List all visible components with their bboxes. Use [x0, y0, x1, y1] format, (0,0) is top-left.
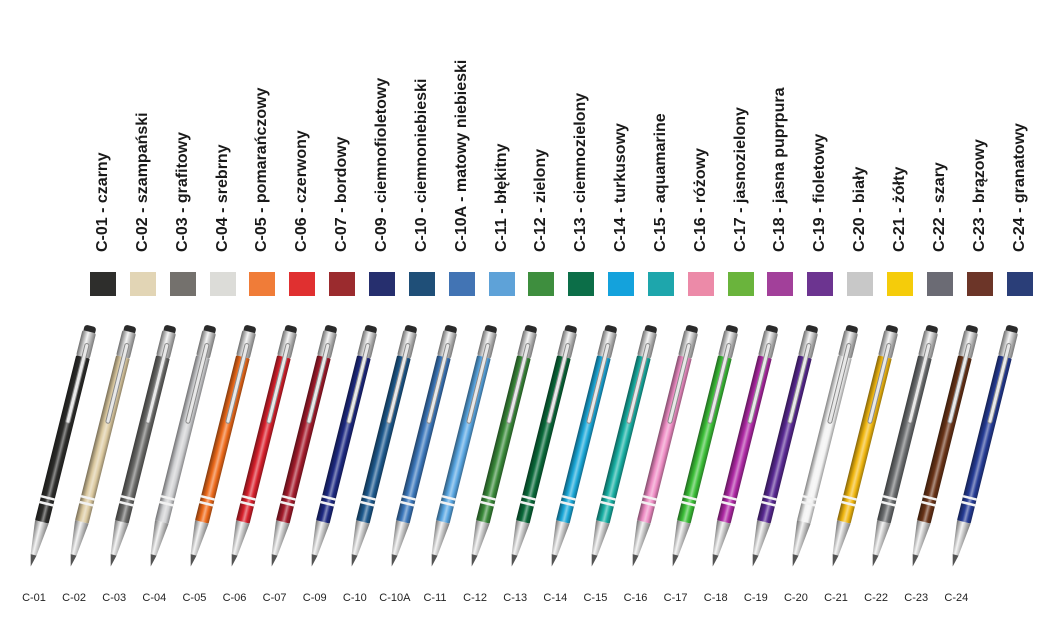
pen-code-label: C-23 [904, 592, 929, 604]
pen-code-label: C-02 [62, 592, 87, 604]
pen-code-label: C-03 [102, 592, 127, 604]
color-swatch [687, 272, 714, 296]
color-label: C-20 - biały [851, 166, 869, 252]
pen-image [712, 325, 778, 567]
color-swatch [249, 272, 276, 296]
pen-image [952, 325, 1019, 567]
color-label: C-11 - błękitny [492, 143, 510, 252]
color-label: C-01 - czarny [94, 152, 111, 252]
color-label: C-18 - jasna puprpura [771, 87, 789, 252]
pen-code-label: C-20 [783, 592, 808, 604]
color-label: C-17 - jasnozielony [731, 107, 749, 252]
pen-code-label: C-19 [743, 592, 768, 604]
color-label: C-12 - zielony [532, 148, 550, 252]
pen-code-label: C-22 [864, 592, 889, 604]
pen-image [311, 325, 377, 567]
pen-code-label: C-18 [703, 592, 728, 604]
color-label: C-06 - czerwony [293, 130, 311, 252]
color-label: C-10A - matowy niebieski [452, 59, 470, 252]
color-label: C-16 - różowy [691, 147, 709, 252]
color-label: C-05 - pomarańczowy [253, 87, 271, 252]
color-swatch [169, 272, 196, 296]
color-label: C-13 - ciemnozielony [572, 92, 590, 252]
pen-image [792, 325, 858, 567]
pen-image [752, 325, 818, 567]
color-swatch [568, 272, 595, 296]
color-swatch [289, 272, 316, 296]
pen-code-label: C-11 [423, 592, 447, 604]
pen-code-label: C-13 [503, 592, 528, 604]
pen-image [391, 325, 457, 567]
pen-code-label: C-21 [824, 592, 848, 604]
color-label: C-07 - bordowy [333, 136, 351, 252]
color-label: C-09 - ciemnofioletowy [372, 77, 390, 252]
pen-image [351, 325, 417, 567]
pen-code-label: C-07 [262, 592, 287, 604]
pen-code-label: C-15 [583, 592, 608, 604]
color-swatch [807, 272, 834, 296]
pen-code-label: C-24 [944, 592, 969, 604]
color-swatch [209, 272, 236, 296]
color-label: C-22 - szary [930, 162, 948, 252]
pen-image [632, 325, 698, 567]
pen-image [431, 325, 497, 567]
color-swatch [368, 272, 395, 296]
pen-code-label: C-12 [463, 592, 488, 604]
pen-image [271, 325, 337, 567]
pen-image [471, 325, 537, 567]
pen-code-label: C-06 [222, 592, 247, 604]
pen-image [70, 325, 136, 567]
pen-image [150, 325, 217, 567]
color-swatch [528, 272, 555, 296]
color-swatch [847, 272, 874, 296]
pen-image [672, 325, 738, 567]
pen-image [30, 325, 96, 567]
pen-image [511, 325, 578, 567]
pen-code-label: C-10A [379, 592, 411, 604]
pen-image [191, 325, 257, 567]
pen-code-label: C-17 [663, 592, 688, 604]
pen-image [832, 325, 898, 567]
color-swatch [1006, 272, 1033, 296]
pen-image [592, 325, 658, 567]
color-swatch [408, 272, 435, 296]
pen-image [231, 325, 297, 567]
color-swatch [926, 272, 953, 296]
pen-code-label: C-16 [623, 592, 648, 604]
color-label: C-24 - granatowy [1010, 123, 1028, 252]
color-swatch [90, 272, 116, 296]
pen-image [110, 325, 177, 567]
color-label: C-02 - szampański [133, 112, 151, 252]
color-swatch [608, 272, 635, 296]
pen-code-label: C-10 [342, 592, 367, 604]
color-label: C-10 - ciemnoniebieski [412, 78, 430, 252]
pen-code-label: C-04 [142, 592, 167, 604]
color-swatch [647, 272, 674, 296]
color-label: C-15 - aquamarine [651, 113, 669, 252]
pen-code-label: C-14 [543, 592, 568, 604]
color-label: C-03 - grafitowy [173, 131, 191, 252]
color-label: C-21 - żółty [891, 166, 908, 252]
pen-code-label: C-01 [22, 592, 46, 604]
pen-image [872, 325, 938, 567]
color-label: C-04 - srebrny [213, 144, 231, 252]
color-swatch [129, 272, 156, 296]
color-swatch [329, 272, 356, 296]
color-swatch [966, 272, 993, 296]
color-label: C-14 - turkusowy [612, 123, 630, 252]
pen-code-label: C-05 [182, 592, 207, 604]
color-label: C-19 - fioletowy [811, 133, 829, 252]
pen-image [912, 325, 979, 567]
color-swatch [887, 272, 913, 296]
color-swatch [488, 272, 515, 296]
color-swatch [727, 272, 754, 296]
color-swatch [767, 272, 794, 296]
pen-code-label: C-09 [302, 592, 327, 604]
pen-image [551, 325, 618, 567]
color-label: C-23 - brązowy [970, 139, 988, 252]
color-swatch [448, 272, 475, 296]
